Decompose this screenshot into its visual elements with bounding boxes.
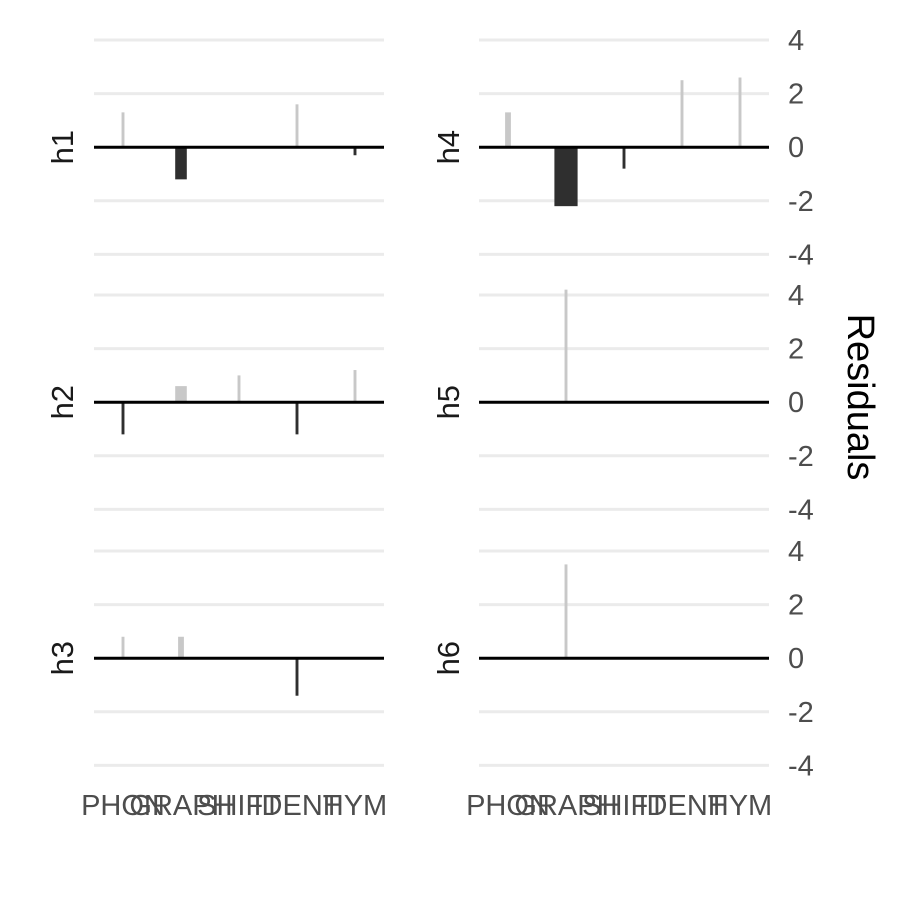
bar-h1-hym (353, 147, 357, 156)
y-tick-label: 4 (788, 536, 804, 568)
y-tick-label: -4 (788, 750, 814, 782)
y-tick-label: -2 (788, 441, 814, 473)
y-tick-label: 2 (788, 334, 804, 366)
bar-h1-phon (121, 112, 125, 148)
panel-label-h1: h1 (45, 130, 80, 164)
bar-h2-hym (353, 370, 357, 403)
bar-h2-phon (121, 402, 125, 435)
y-tick-label: -2 (788, 697, 814, 729)
y-tick-label: 2 (788, 79, 804, 111)
y-axis-title: Residuals (839, 314, 881, 481)
panel-h4: h4 (431, 38, 769, 256)
bar-h1-ident (295, 104, 299, 148)
bar-h3-ident (295, 658, 299, 696)
panels: h1 h2 h3 h4 h5 h6 (45, 38, 769, 767)
x-tick-label-shift: SHIFT (197, 790, 281, 822)
x-tick-label-phon: PHON (81, 790, 165, 822)
y-tick-label: -4 (788, 494, 814, 526)
bar-h1-graph (175, 147, 187, 180)
x-tick-label-ident: IDENT (639, 790, 726, 822)
x-tick-label-ident: IDENT (254, 790, 341, 822)
x-tick-label-phon: PHON (466, 790, 550, 822)
y-axis: 4 2 0 -2 -4 4 2 0 -2 -4 4 2 0 -2 -4 (788, 25, 814, 782)
bar-h2-shift (237, 375, 241, 403)
y-tick-label: 4 (788, 25, 804, 57)
x-tick-label-shift: SHIFT (582, 790, 666, 822)
y-tick-label: 4 (788, 280, 804, 312)
bar-h3-phon (121, 636, 125, 659)
panel-label-h3: h3 (45, 641, 80, 675)
bar-h4-shift (622, 147, 626, 169)
bar-h4-hym (738, 77, 742, 148)
bar-h5-graph (564, 289, 568, 403)
y-tick-label: 0 (788, 387, 804, 419)
x-tick-label-hym: HYM (708, 790, 772, 822)
y-tick-label: 2 (788, 590, 804, 622)
panel-label-h4: h4 (431, 130, 466, 164)
panel-h5: h5 (431, 289, 769, 511)
panel-label-h5: h5 (431, 385, 466, 419)
panel-h3: h3 (45, 549, 384, 767)
x-tick-label-graph: GRAPH (129, 790, 232, 822)
x-tick-label-graph: GRAPH (514, 790, 617, 822)
y-tick-label: 0 (788, 643, 804, 675)
bar-h6-graph (564, 564, 568, 659)
panel-h6: h6 (431, 549, 769, 767)
bar-h4-graph (554, 147, 578, 207)
bar-h2-ident (295, 402, 299, 435)
bar-h3-graph (178, 636, 184, 659)
y-tick-label: -4 (788, 239, 814, 271)
panel-h2: h2 (45, 293, 384, 511)
y-tick-label: -2 (788, 186, 814, 218)
bar-h4-phon (505, 112, 511, 148)
bar-h2-graph (175, 386, 187, 403)
panel-label-h6: h6 (431, 641, 466, 675)
bar-h4-ident (680, 80, 684, 148)
panel-label-h2: h2 (45, 385, 80, 419)
panel-h1: h1 (45, 38, 384, 256)
y-tick-label: 0 (788, 132, 804, 164)
x-tick-label-hym: HYM (323, 790, 387, 822)
